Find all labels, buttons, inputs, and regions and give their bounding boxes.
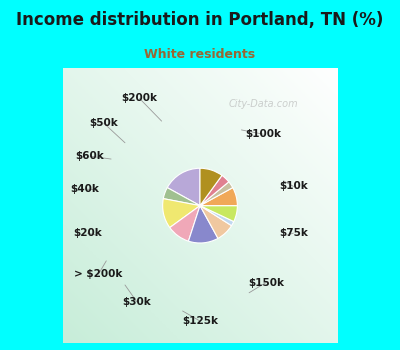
- Text: $20k: $20k: [73, 228, 102, 238]
- Wedge shape: [200, 205, 237, 222]
- Wedge shape: [188, 206, 218, 243]
- Text: > $200k: > $200k: [74, 269, 122, 279]
- Text: $10k: $10k: [279, 181, 308, 191]
- Wedge shape: [163, 188, 200, 206]
- Text: $200k: $200k: [122, 93, 158, 104]
- Wedge shape: [170, 206, 200, 241]
- Wedge shape: [200, 175, 229, 206]
- Text: $50k: $50k: [90, 118, 118, 128]
- Text: $40k: $40k: [70, 184, 99, 194]
- Text: $100k: $100k: [245, 129, 281, 139]
- Text: Income distribution in Portland, TN (%): Income distribution in Portland, TN (%): [16, 12, 384, 29]
- Text: City-Data.com: City-Data.com: [228, 99, 298, 109]
- Text: $30k: $30k: [122, 297, 151, 307]
- Wedge shape: [200, 188, 237, 206]
- Wedge shape: [200, 168, 222, 206]
- Text: $75k: $75k: [279, 228, 308, 238]
- Text: White residents: White residents: [144, 48, 256, 61]
- Text: $150k: $150k: [248, 278, 284, 288]
- Wedge shape: [163, 198, 200, 228]
- Wedge shape: [200, 206, 234, 226]
- Wedge shape: [200, 182, 233, 206]
- Text: $60k: $60k: [76, 151, 104, 161]
- Wedge shape: [200, 206, 232, 238]
- Text: $125k: $125k: [182, 316, 218, 326]
- Wedge shape: [167, 168, 200, 206]
